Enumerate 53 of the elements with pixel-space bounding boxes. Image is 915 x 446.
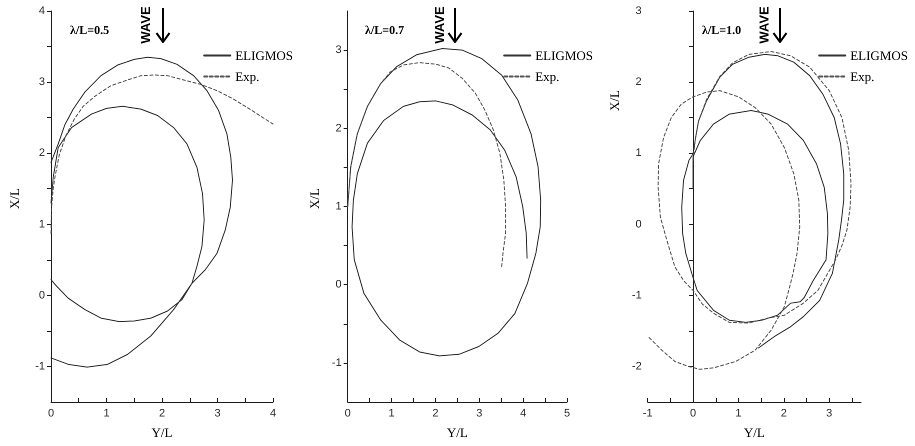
x-axis-title: Y/L (446, 425, 468, 440)
legend-label: ELIGMOS (850, 48, 908, 63)
x-axis-title: Y/L (152, 425, 173, 440)
x-tick-label: 4 (520, 408, 526, 420)
x-tick-label: 3 (826, 408, 832, 420)
x-tick-label: 1 (388, 408, 395, 420)
annotation: WAVE (756, 6, 772, 44)
line-series (347, 62, 506, 268)
y-tick-label: 3 (336, 44, 342, 56)
legend-label: ELIGMOS (535, 48, 594, 63)
text: λ/L=0.5 (70, 23, 110, 37)
y-tick-label: 0 (636, 218, 642, 230)
y-tick-label: -1 (332, 356, 342, 369)
x-tick-label: 0 (690, 408, 696, 420)
y-tick-label: 1 (636, 147, 642, 160)
y-tick-label: 3 (636, 5, 642, 17)
y-tick-label: 4 (38, 5, 45, 17)
y-tick-label: 1 (336, 200, 342, 212)
y-tick-label: 3 (38, 76, 45, 88)
y-tick-label: -1 (632, 289, 642, 302)
y-axis-title: X/L (607, 90, 622, 111)
x-tick-label: 0 (344, 408, 351, 420)
y-tick-label: -1 (35, 360, 45, 372)
x-tick-label: 1 (103, 408, 110, 420)
text: λ/L=1.0 (702, 23, 742, 37)
x-tick-label: 3 (214, 408, 221, 420)
x-tick-label: 5 (564, 408, 570, 420)
x-tick-label: 0 (48, 408, 54, 420)
y-tick-label: 2 (636, 76, 642, 88)
legend-label: Exp. (535, 69, 560, 84)
y-axis-title: X/L (307, 188, 322, 209)
x-tick-label: 4 (270, 408, 276, 420)
x-tick-label: 1 (735, 408, 742, 420)
x-tick-label: 2 (432, 408, 438, 420)
x-axis-title: Y/L (744, 425, 765, 440)
annotation: WAVE (432, 6, 447, 44)
y-tick-label: 2 (38, 147, 45, 160)
line-series (648, 51, 852, 370)
y-tick-label: -2 (632, 360, 642, 372)
x-tick-label: 2 (158, 408, 166, 420)
y-tick-label: 0 (336, 278, 342, 291)
text: λ/L=0.7 (365, 23, 404, 37)
legend-label: ELIGMOS (235, 48, 294, 63)
y-tick-label: 1 (38, 218, 45, 230)
line-series (50, 74, 274, 234)
x-tick-label: 2 (780, 408, 787, 420)
y-axis-title: X/L (7, 188, 22, 209)
y-tick-label: 2 (336, 122, 342, 134)
annotation: WAVE (138, 6, 153, 44)
y-tick-label: 0 (38, 289, 45, 302)
legend-label: Exp. (850, 69, 874, 84)
x-tick-label: 3 (476, 408, 482, 420)
legend-label: Exp. (235, 69, 260, 84)
